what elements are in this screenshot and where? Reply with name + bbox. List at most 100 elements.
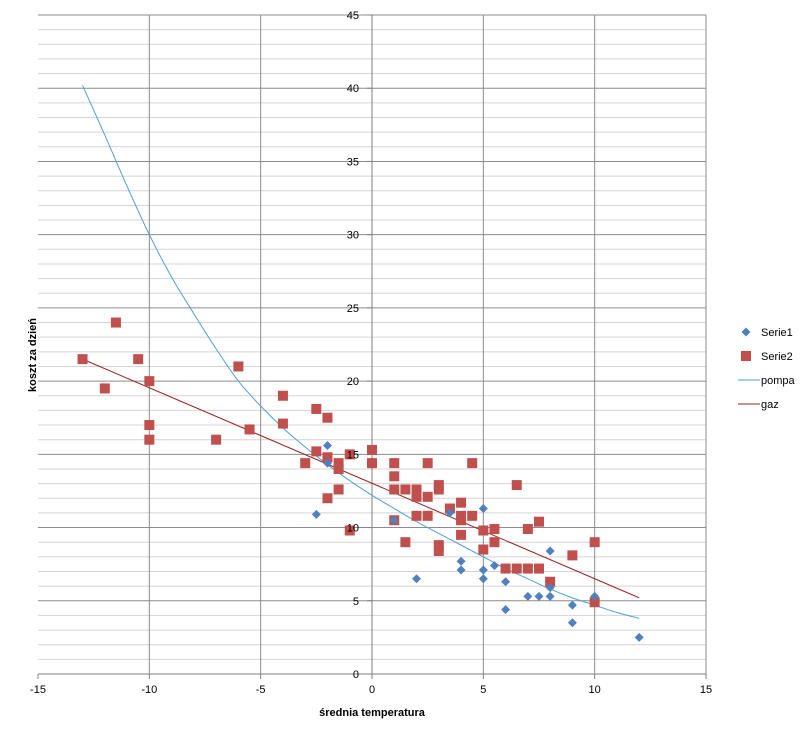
data-point-Serie2 bbox=[478, 525, 489, 536]
data-point-Serie2 bbox=[389, 484, 400, 495]
data-point-Serie1 bbox=[545, 546, 555, 556]
data-point-Serie2 bbox=[389, 471, 400, 482]
y-tick-label: 20 bbox=[347, 376, 359, 388]
y-tick-label: 30 bbox=[347, 230, 359, 242]
y-tick-label: 10 bbox=[347, 523, 359, 535]
data-point-Serie1 bbox=[567, 600, 577, 610]
x-axis-title: średnia temperatura bbox=[319, 707, 426, 719]
data-point-Serie2 bbox=[456, 515, 467, 526]
x-tick-label: 15 bbox=[700, 684, 712, 696]
data-point-Serie2 bbox=[511, 563, 522, 574]
data-point-Serie1 bbox=[478, 504, 488, 514]
data-point-Serie2 bbox=[311, 446, 322, 457]
x-tick-label: -5 bbox=[256, 684, 266, 696]
data-point-Serie2 bbox=[478, 544, 489, 555]
data-point-Serie2 bbox=[311, 403, 322, 414]
data-point-Serie2 bbox=[534, 516, 544, 527]
data-point-Serie2 bbox=[322, 412, 333, 423]
data-point-Serie2 bbox=[244, 424, 255, 435]
data-point-Serie2 bbox=[511, 480, 522, 491]
data-point-Serie2 bbox=[333, 463, 344, 474]
x-tick-label: -10 bbox=[141, 684, 157, 696]
data-point-Serie2 bbox=[589, 597, 600, 608]
y-tick-label: 0 bbox=[353, 669, 359, 681]
data-point-Serie2 bbox=[110, 317, 121, 328]
data-point-Serie1 bbox=[501, 605, 511, 615]
data-point-Serie2 bbox=[433, 545, 444, 556]
y-tick-label: 40 bbox=[347, 83, 359, 95]
data-point-Serie2 bbox=[456, 529, 467, 540]
data-point-Serie2 bbox=[211, 434, 222, 445]
data-point-Serie2 bbox=[333, 484, 344, 495]
data-point-Serie1 bbox=[456, 565, 466, 575]
data-point-Serie1 bbox=[567, 618, 577, 628]
legend-label-pompa: pompa bbox=[761, 375, 796, 387]
data-point-Serie2 bbox=[589, 537, 600, 548]
data-point-Serie1 bbox=[412, 574, 422, 584]
y-axis-title: koszt za dzień bbox=[27, 318, 39, 392]
data-point-Serie2 bbox=[411, 491, 422, 502]
data-point-Serie2 bbox=[411, 484, 422, 495]
legend-label-Serie1: Serie1 bbox=[761, 327, 793, 339]
tick-labels: -15 -10 -5 0 5 10 15 0 5 10 15 20 25 30 35 40 45 bbox=[30, 10, 712, 696]
data-point-Serie1 bbox=[311, 509, 321, 519]
data-point-Serie2 bbox=[344, 525, 355, 536]
data-point-Serie2 bbox=[277, 418, 288, 429]
data-point-Serie2 bbox=[300, 458, 311, 469]
data-point-Serie2 bbox=[433, 540, 444, 551]
data-point-Serie2 bbox=[489, 537, 500, 548]
data-point-Serie1 bbox=[445, 508, 455, 518]
data-point-Serie1 bbox=[456, 556, 466, 566]
data-point-Serie1 bbox=[545, 583, 555, 593]
data-point-Serie2 bbox=[367, 444, 377, 455]
x-tick-label: 10 bbox=[589, 684, 601, 696]
data-point-Serie2 bbox=[99, 383, 110, 394]
data-point-Serie2 bbox=[367, 458, 377, 469]
data-point-Serie1 bbox=[478, 565, 488, 575]
x-tick-label: 0 bbox=[369, 684, 375, 696]
legend-swatch-Serie2 bbox=[741, 351, 751, 361]
data-point-Serie2 bbox=[567, 550, 578, 561]
data-point-Serie1 bbox=[489, 561, 499, 571]
data-point-Serie2 bbox=[322, 493, 333, 504]
data-point-Serie2 bbox=[233, 361, 244, 372]
data-point-Serie2 bbox=[456, 497, 467, 508]
data-point-Serie2 bbox=[422, 491, 433, 502]
data-point-Serie2 bbox=[422, 510, 433, 521]
y-tick-label: 35 bbox=[347, 156, 359, 168]
data-point-Serie2 bbox=[545, 576, 556, 587]
legend-label-Serie2: Serie2 bbox=[761, 351, 793, 363]
data-point-Serie2 bbox=[333, 458, 344, 469]
data-point-Serie2 bbox=[322, 452, 333, 463]
data-point-Serie2 bbox=[433, 484, 444, 495]
legend-swatch-Serie1 bbox=[741, 327, 751, 337]
data-point-Serie1 bbox=[322, 458, 332, 468]
axes bbox=[37, 14, 707, 679]
data-point-Serie1 bbox=[322, 441, 332, 451]
data-point-Serie2 bbox=[344, 449, 355, 460]
data-point-Serie1 bbox=[523, 591, 533, 601]
data-point-Serie1 bbox=[389, 515, 399, 525]
y-tick-label: 25 bbox=[347, 303, 359, 315]
data-point-Serie1 bbox=[590, 591, 600, 601]
x-tick-label: 5 bbox=[480, 684, 486, 696]
data-point-Serie2 bbox=[500, 563, 511, 574]
x-tick-label: -15 bbox=[30, 684, 46, 696]
data-point-Serie1 bbox=[545, 591, 555, 601]
data-point-Serie2 bbox=[389, 458, 400, 469]
y-tick-label: 5 bbox=[353, 596, 359, 608]
data-point-Serie2 bbox=[522, 563, 533, 574]
data-point-Serie2 bbox=[467, 458, 478, 469]
data-point-Serie2 bbox=[77, 354, 88, 365]
data-point-Serie2 bbox=[400, 537, 411, 548]
y-tick-label: 15 bbox=[347, 449, 359, 461]
data-point-Serie2 bbox=[144, 434, 155, 445]
legend: Serie1 Serie2 pompa gaz bbox=[738, 327, 796, 411]
data-point-Serie1 bbox=[478, 574, 488, 584]
data-point-Serie2 bbox=[411, 510, 422, 521]
data-point-Serie1 bbox=[501, 577, 511, 587]
data-point-Serie2 bbox=[400, 484, 411, 495]
trendline-gaz bbox=[82, 358, 640, 599]
